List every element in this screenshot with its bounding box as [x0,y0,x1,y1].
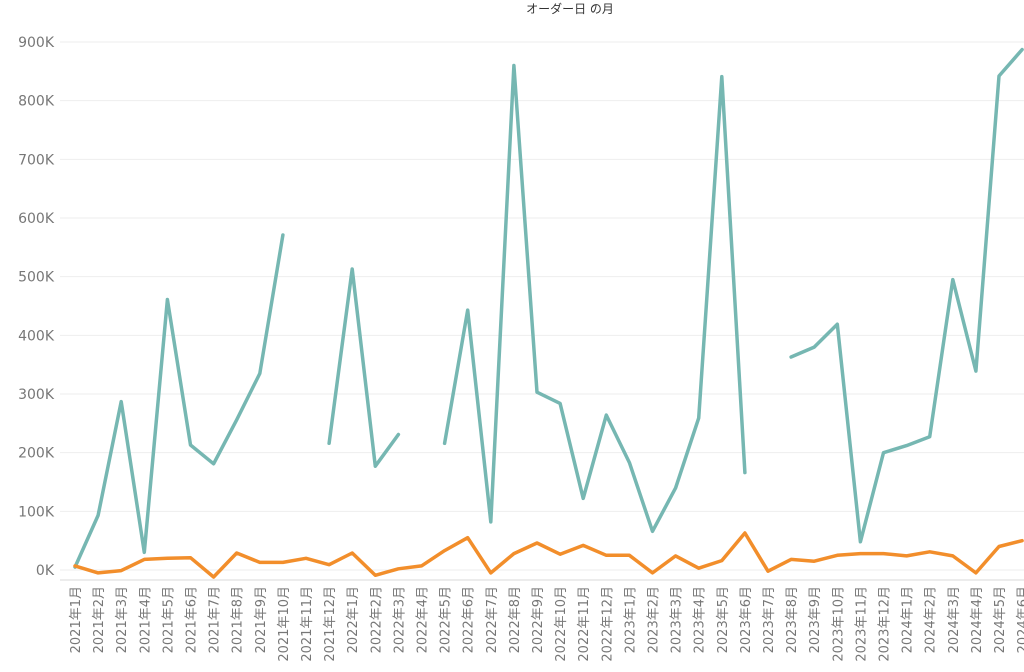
x-tick-label: 2023年6月 [739,586,754,653]
y-tick-label: 100K [18,504,55,520]
y-tick-label: 600K [18,211,55,227]
x-tick-label: 2024年4月 [970,586,985,653]
x-tick-label: 2023年10月 [831,586,846,662]
x-tick-label: 2023年7月 [762,586,777,653]
x-tick-label: 2024年6月 [1016,586,1024,653]
x-tick-label: 2021年3月 [115,586,130,653]
x-tick-label: 2022年4月 [416,586,431,653]
x-tick-label: 2021年12月 [323,586,338,662]
x-tick-label: 2021年5月 [161,586,176,653]
x-tick-label: 2023年11月 [854,586,869,662]
series-line-1 [73,47,1024,569]
x-tick-label: 2022年6月 [462,586,477,653]
y-tick-label: 900K [18,35,55,51]
x-tick-label: 2021年10月 [277,586,292,662]
y-axis-ticks: 0K 100K 200K 300K 400K 500K 600K 700K 800K 900K [18,35,55,579]
x-tick-label: 2023年9月 [808,586,823,653]
x-tick-label: 2024年3月 [947,586,962,653]
x-tick-label: 2022年2月 [369,586,384,653]
x-tick-label: 2021年7月 [208,586,223,653]
x-tick-label: 2024年2月 [924,586,939,653]
x-tick-label: 2021年4月 [138,586,153,653]
x-tick-label: 2024年5月 [993,586,1008,653]
x-tick-label: 2022年11月 [577,586,592,662]
x-tick-label: 2021年1月 [69,586,84,653]
x-tick-label: 2022年5月 [439,586,454,653]
x-tick-label: 2021年11月 [300,586,315,662]
y-tick-label: 0K [36,563,55,579]
x-tick-label: 2023年8月 [785,586,800,653]
series-line-2 [73,531,1024,579]
x-tick-label: 2023年2月 [647,586,662,653]
x-tick-label: 2022年8月 [508,586,523,653]
x-tick-label: 2023年1月 [623,586,638,653]
chart-title: オーダー日 の月 [526,1,614,16]
x-tick-label: 2022年7月 [485,586,500,653]
series-lines [73,47,1024,579]
y-tick-label: 400K [18,328,55,344]
x-tick-label: 2021年6月 [185,586,200,653]
x-tick-label: 2021年9月 [254,586,269,653]
x-tick-label: 2022年1月 [346,586,361,653]
x-tick-label: 2022年12月 [600,586,615,662]
gridlines [60,41,1024,581]
x-tick-label: 2022年10月 [554,586,569,662]
x-tick-label: 2023年4月 [693,586,708,653]
x-tick-label: 2023年12月 [878,586,893,662]
x-tick-label: 2023年3月 [670,586,685,653]
x-axis-ticks: 2021年1月 2021年2月 2021年3月 2021年4月 2021年5月 2021年… [69,586,1024,662]
x-tick-label: 2023年5月 [716,586,731,653]
y-tick-label: 300K [18,387,55,403]
x-tick-label: 2021年8月 [231,586,246,653]
x-tick-label: 2021年2月 [92,586,107,653]
y-tick-label: 700K [18,152,55,168]
x-tick-label: 2022年9月 [531,586,546,653]
x-tick-label: 2024年1月 [901,586,916,653]
y-tick-label: 500K [18,270,55,286]
y-tick-label: 200K [18,446,55,462]
x-tick-label: 2022年3月 [392,586,407,653]
y-tick-label: 800K [18,94,55,110]
